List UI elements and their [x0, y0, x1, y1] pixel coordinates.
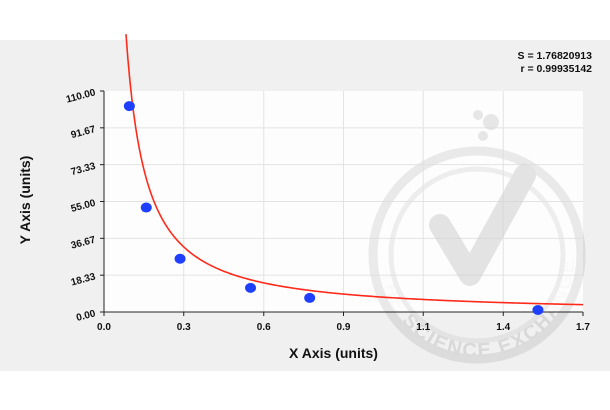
data-point — [304, 292, 316, 303]
x-tick-label: 1.4 — [496, 322, 510, 333]
watermark-overlay — [368, 110, 586, 364]
data-point — [532, 304, 544, 315]
data-point — [123, 101, 135, 112]
data-point — [140, 202, 152, 213]
y-tick-label: 55.00 — [70, 198, 97, 215]
x-tick-label: 0.0 — [97, 322, 111, 333]
r-value: r = 0.99935142 — [520, 63, 592, 75]
data-point — [174, 253, 186, 264]
y-tick-label: 110.00 — [65, 87, 97, 106]
x-tick-label: 0.3 — [177, 322, 191, 333]
x-axis-title: X Axis (units) — [289, 345, 378, 361]
y-tick-label: 91.67 — [70, 124, 97, 141]
s-value: S = 1.76820913 — [517, 50, 592, 62]
x-tick-label: 0.9 — [337, 322, 351, 333]
x-tick-label: 0.6 — [257, 322, 271, 333]
x-tick-label: 1.7 — [576, 322, 590, 333]
y-tick-label: 18.33 — [70, 271, 97, 288]
y-tick-label: 0.00 — [75, 308, 97, 324]
fit-curve — [125, 34, 584, 306]
y-axis-title: Y Axis (units) — [17, 156, 33, 245]
fit-statistics: S = 1.76820913 r = 0.99935142 — [518, 50, 592, 76]
y-tick-label: 73.33 — [70, 161, 97, 178]
x-tick-label: 1.1 — [416, 322, 430, 333]
data-point — [245, 282, 257, 293]
y-tick-label: 36.67 — [70, 234, 97, 251]
